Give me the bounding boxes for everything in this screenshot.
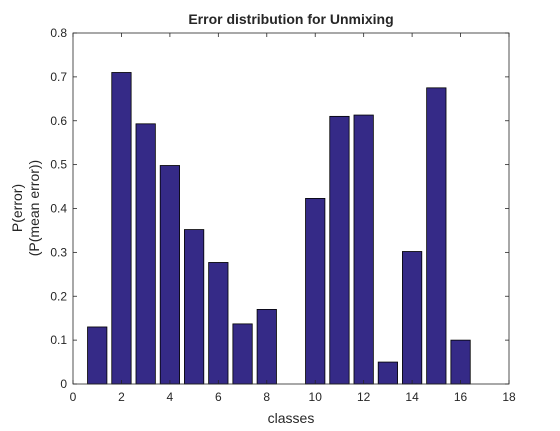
y-ticks-group: 0 0.1 0.2 0.3 0.4 0.5 0.6 0.7 0.8 (50, 26, 509, 391)
x-tick-label: 16 (454, 390, 468, 404)
y-tick-label: 0.2 (50, 289, 67, 303)
y-axis-label-line-2: (P(mean error)) (26, 160, 42, 256)
bar-class-13 (377, 361, 398, 385)
bar-class-16 (450, 339, 471, 385)
x-tick-label: 4 (167, 390, 174, 404)
y-axis-label-line-1: P(error) (9, 184, 25, 232)
bar-class-12 (353, 114, 374, 385)
bar-class-1 (87, 326, 108, 385)
bar-class-14 (402, 251, 423, 385)
bar-class-4 (159, 165, 180, 385)
x-axis-label: classes (268, 410, 315, 426)
x-tick-label: 18 (502, 390, 516, 404)
y-tick-label: 0.5 (50, 158, 67, 172)
x-tick-label: 10 (309, 390, 323, 404)
y-tick-label: 0.1 (50, 333, 67, 347)
x-tick-label: 0 (70, 390, 77, 404)
bar-class-11 (329, 115, 350, 385)
x-tick-label: 2 (118, 390, 125, 404)
y-tick-label: 0.7 (50, 70, 67, 84)
y-tick-label: 0.8 (50, 26, 67, 40)
bars-group (87, 72, 471, 385)
y-tick-label: 0.3 (50, 245, 67, 259)
x-tick-label: 12 (357, 390, 371, 404)
y-tick-label: 0.4 (50, 202, 67, 216)
x-tick-label: 14 (405, 390, 419, 404)
x-ticks-group: 0 2 4 6 8 10 12 14 16 18 (70, 33, 516, 404)
x-tick-label: 8 (263, 390, 270, 404)
bar-class-15 (426, 87, 447, 385)
x-tick-label: 6 (215, 390, 222, 404)
bar-class-8 (256, 309, 277, 385)
bar-class-6 (208, 262, 229, 385)
chart-title: Error distribution for Unmixing (188, 11, 393, 27)
bar-class-2 (111, 72, 132, 385)
bar-class-3 (135, 123, 156, 385)
y-tick-label: 0.6 (50, 114, 67, 128)
bar-class-10 (305, 198, 326, 385)
bar-class-5 (184, 229, 205, 385)
y-tick-label: 0 (60, 377, 67, 391)
bar-class-7 (232, 323, 253, 385)
